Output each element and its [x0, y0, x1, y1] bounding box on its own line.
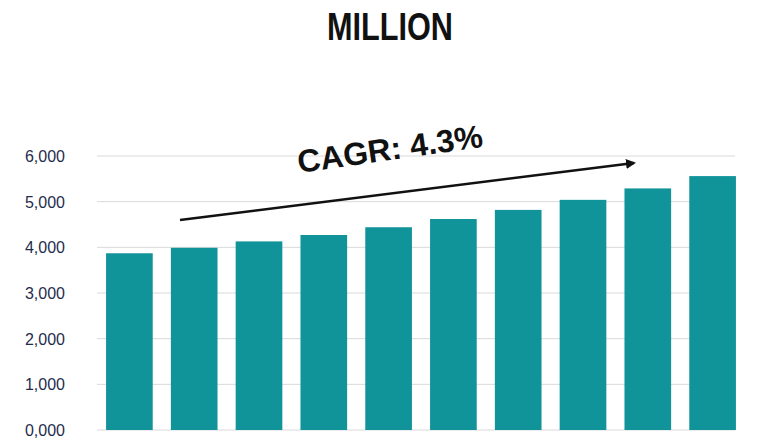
chart: MILLION 0,000 1,000 2,000 3,000 4,000 5,000 6,0…: [0, 0, 780, 440]
bar: [430, 219, 477, 430]
y-tick-label: 5,000: [25, 194, 65, 211]
bar: [495, 210, 542, 430]
y-tick-label: 3,000: [25, 285, 65, 302]
trend-arrow: [180, 163, 634, 220]
y-tick-label: 2,000: [25, 331, 65, 348]
bar: [624, 188, 671, 430]
bar: [171, 248, 218, 430]
y-tick-label: 4,000: [25, 239, 65, 256]
bars: [106, 176, 736, 430]
annotation: CAGR: 4.3%: [295, 118, 485, 180]
title: MILLION: [327, 6, 453, 48]
y-tick-label: 1,000: [25, 376, 65, 393]
bar: [300, 235, 347, 430]
y-tick-label: 0,000: [25, 422, 65, 439]
bar: [560, 200, 607, 430]
bar: [689, 176, 736, 430]
y-tick-label: 6,000: [25, 148, 65, 165]
bar: [106, 253, 153, 430]
bar: [365, 227, 412, 430]
bar: [236, 241, 283, 430]
